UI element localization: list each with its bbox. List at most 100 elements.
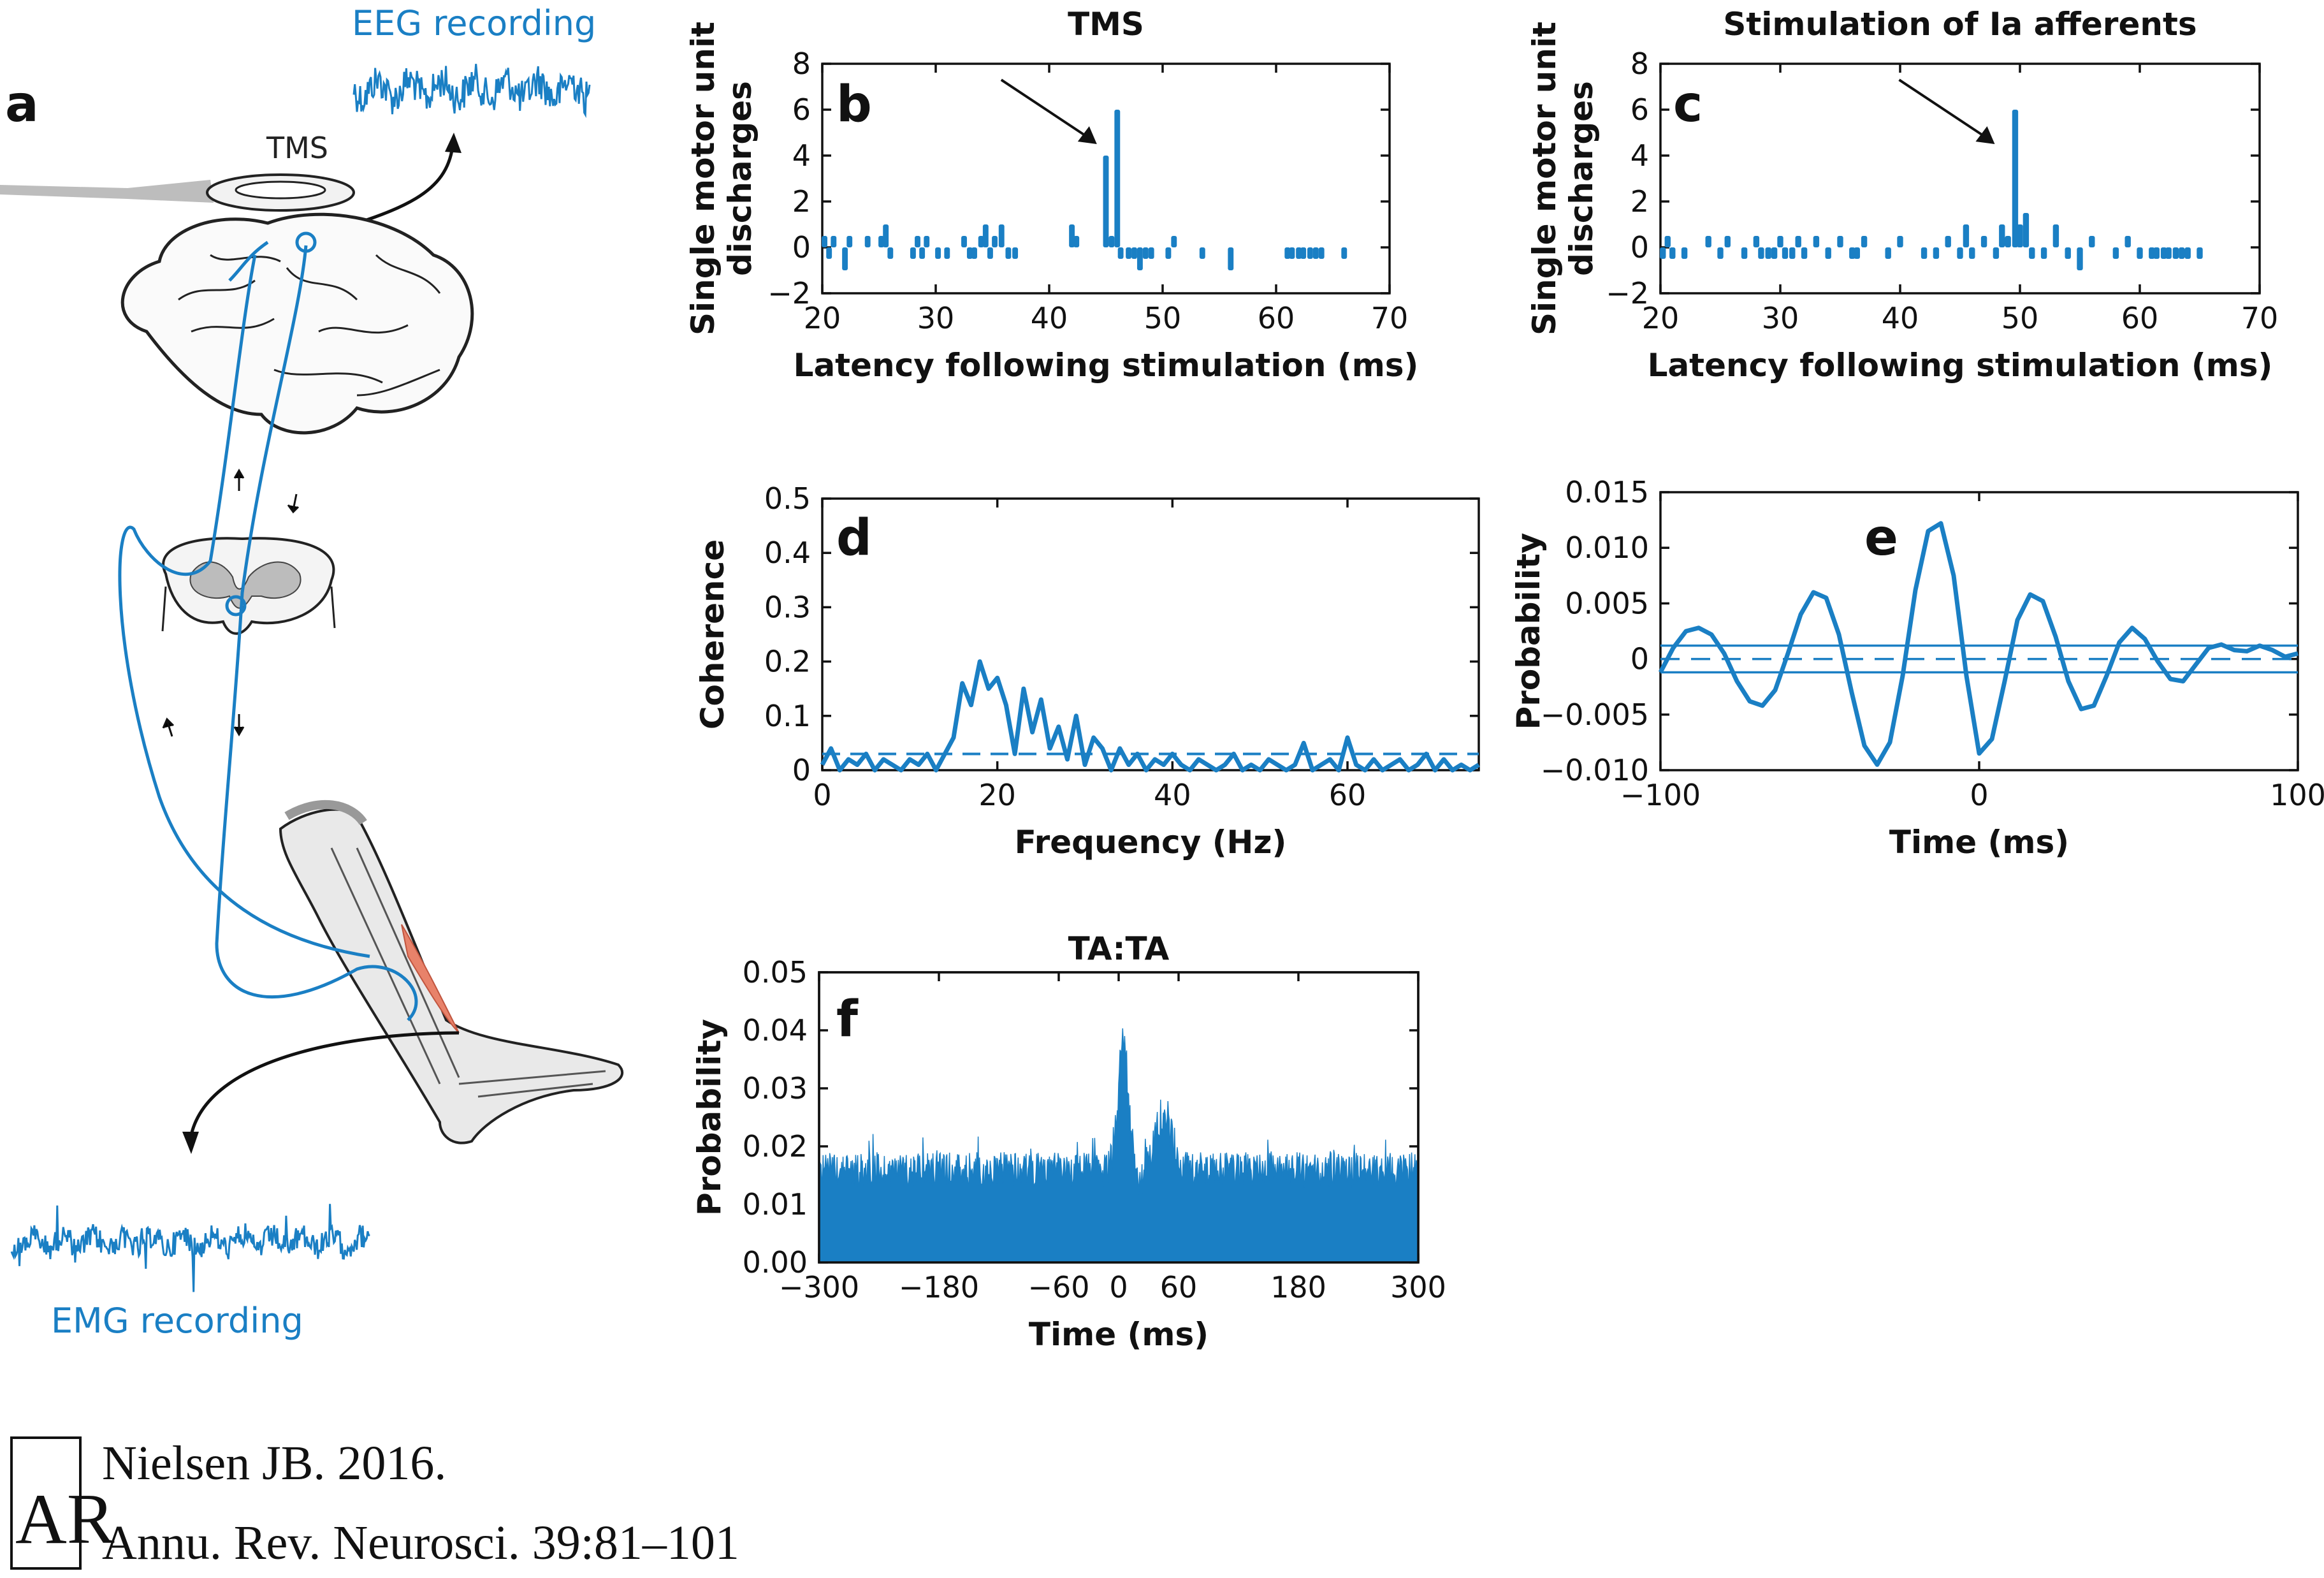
bar <box>1165 247 1172 259</box>
y-tick-label: 0.03 <box>743 1071 808 1106</box>
x-axis-title: Frequency (Hz) <box>1015 824 1287 861</box>
bar <box>1005 247 1012 259</box>
bar <box>987 247 993 259</box>
x-tick-label: −180 <box>899 1270 979 1304</box>
emg-arrow <box>189 1031 460 1136</box>
x-tick-label: −300 <box>779 1270 859 1304</box>
y-tick-label: 4 <box>1630 138 1649 173</box>
bar <box>2012 110 2019 247</box>
y-tick-label: 8 <box>792 47 811 81</box>
bar <box>1980 236 1987 247</box>
bar <box>978 236 984 247</box>
bar <box>1724 236 1731 247</box>
y-axis-title: Single motor unit <box>685 22 722 335</box>
bar <box>1126 247 1132 259</box>
x-tick-label: 40 <box>1882 301 1919 335</box>
y-tick-label: −0.005 <box>1541 698 1649 732</box>
y-tick-label: −2 <box>1606 276 1649 310</box>
y-tick-label: −2 <box>767 276 811 310</box>
bar <box>1341 247 1347 259</box>
bar <box>2184 247 2191 259</box>
bar <box>1963 224 1970 247</box>
bar <box>1782 247 1789 259</box>
bar <box>842 247 848 270</box>
bar <box>2052 224 2059 247</box>
bar <box>2029 247 2035 259</box>
bar <box>2089 236 2095 247</box>
peak-arrowhead-icon <box>1077 126 1097 144</box>
bar <box>982 224 989 247</box>
bar <box>2137 247 2143 259</box>
bar <box>2149 247 2155 259</box>
bar <box>915 236 920 247</box>
y-tick-label: 0.2 <box>764 645 811 679</box>
bar <box>2160 247 2167 259</box>
y-tick-label: 0.04 <box>743 1013 808 1048</box>
x-tick-label: 30 <box>917 301 955 335</box>
bar <box>1069 224 1075 247</box>
bar <box>1933 247 1940 259</box>
y-tick-label: 8 <box>1630 47 1649 81</box>
bar <box>1705 236 1711 247</box>
bar <box>992 236 998 247</box>
emg-label: EMG recording <box>51 1301 303 1341</box>
y-tick-label: 0.02 <box>743 1129 808 1164</box>
bar <box>1142 247 1149 259</box>
bar <box>1993 247 2000 259</box>
y-tick-label: 0.00 <box>743 1245 808 1280</box>
x-tick-label: 30 <box>1762 301 1799 335</box>
plot-frame-e <box>1659 491 2299 771</box>
x-tick-label: 300 <box>1390 1270 1446 1304</box>
x-tick-label: 70 <box>1371 301 1409 335</box>
bar <box>1199 247 1205 259</box>
panel-a-letter: a <box>5 76 39 133</box>
bar <box>2165 247 2172 259</box>
x-axis-title: Latency following stimulation (ms) <box>1648 347 2273 384</box>
bar <box>961 236 967 247</box>
x-axis-title: Time (ms) <box>1029 1316 1209 1353</box>
panel-a-schematic: a EEG recording TMS <box>0 3 623 1341</box>
bar <box>2124 236 2131 247</box>
x-tick-label: 60 <box>1258 301 1295 335</box>
citation-line-2: Annu. Rev. Neurosci. 39:81–101 <box>102 1516 739 1570</box>
bar <box>887 247 894 259</box>
y-axis-title-line-2: discharges <box>1563 81 1600 276</box>
panel-letter-e: e <box>1864 509 1898 567</box>
chart-title: TA:TA <box>1068 930 1170 967</box>
bar <box>2065 247 2071 259</box>
y-tick-label: 0.005 <box>1565 586 1649 620</box>
x-axis-title: Latency following stimulation (ms) <box>794 347 1419 384</box>
bar <box>1289 247 1295 259</box>
y-tick-label: 0.4 <box>764 536 811 570</box>
bar <box>2172 247 2179 259</box>
x-tick-label: 40 <box>1154 778 1191 812</box>
y-tick-label: 6 <box>792 92 811 127</box>
y-tick-label: 6 <box>1630 92 1649 127</box>
bar <box>1837 236 1843 247</box>
bar <box>910 247 916 259</box>
leg-icon <box>279 800 623 1144</box>
y-tick-label: 4 <box>792 138 811 173</box>
bar <box>1681 247 1688 259</box>
y-tick-label: 0 <box>792 230 811 265</box>
x-tick-label: 0 <box>1970 778 1988 812</box>
bar <box>1765 247 1771 259</box>
chart-d: 0 20 40 60 0 0.1 0.2 0.3 0.4 0.5 Frequency (Hz) Coh… <box>694 481 1480 861</box>
bar <box>1999 224 2005 247</box>
bar <box>1789 247 1796 259</box>
eeg-arrowhead-icon <box>445 133 461 153</box>
bar <box>935 247 941 259</box>
tms-coil-inner <box>235 180 326 200</box>
bar <box>924 236 930 247</box>
bar <box>1921 247 1928 259</box>
plot-frame-b <box>821 62 1391 295</box>
probability-area <box>818 1028 1419 1263</box>
bar <box>1945 236 1951 247</box>
series-line <box>820 659 1480 773</box>
bar <box>1741 247 1748 259</box>
spinal-cord-icon <box>161 537 336 635</box>
x-tick-label: 60 <box>1160 1270 1198 1304</box>
x-tick-label: 20 <box>978 778 1016 812</box>
nerve-pathways <box>118 231 418 1021</box>
